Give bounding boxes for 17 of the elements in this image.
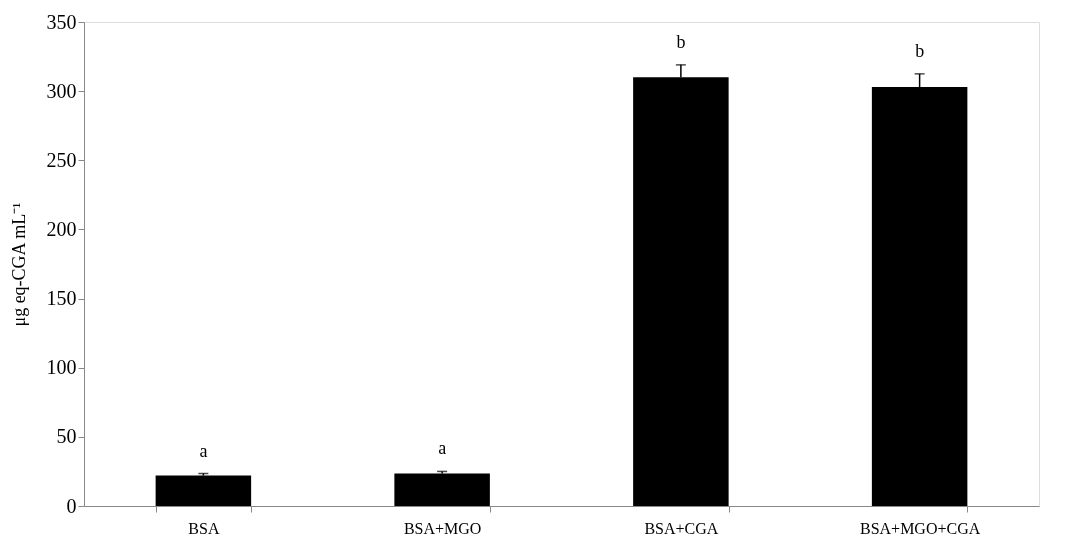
- y-tick-label: 150: [46, 287, 77, 310]
- annotation: a: [438, 438, 447, 459]
- y-axis-title: μg eq-CGA mL⁻¹: [8, 202, 29, 327]
- x-tick-label: BSA+MGO: [403, 519, 482, 537]
- x-tick-label: BSA+MGO+CGA: [859, 519, 981, 537]
- y-tick-label: 100: [46, 356, 77, 379]
- y-tick-label: 300: [46, 79, 77, 102]
- annotation: b: [676, 31, 686, 52]
- annotation: a: [199, 440, 208, 461]
- x-tick-label: BSA: [188, 519, 220, 537]
- y-tick-label: 0: [66, 494, 77, 517]
- y-tick-label: 200: [46, 217, 77, 240]
- y-tick-label: 250: [46, 148, 77, 171]
- y-tick-label: 50: [56, 425, 77, 448]
- annotation: b: [915, 40, 925, 61]
- y-tick-label: 350: [46, 10, 77, 33]
- x-tick-label: BSA+CGA: [644, 519, 719, 537]
